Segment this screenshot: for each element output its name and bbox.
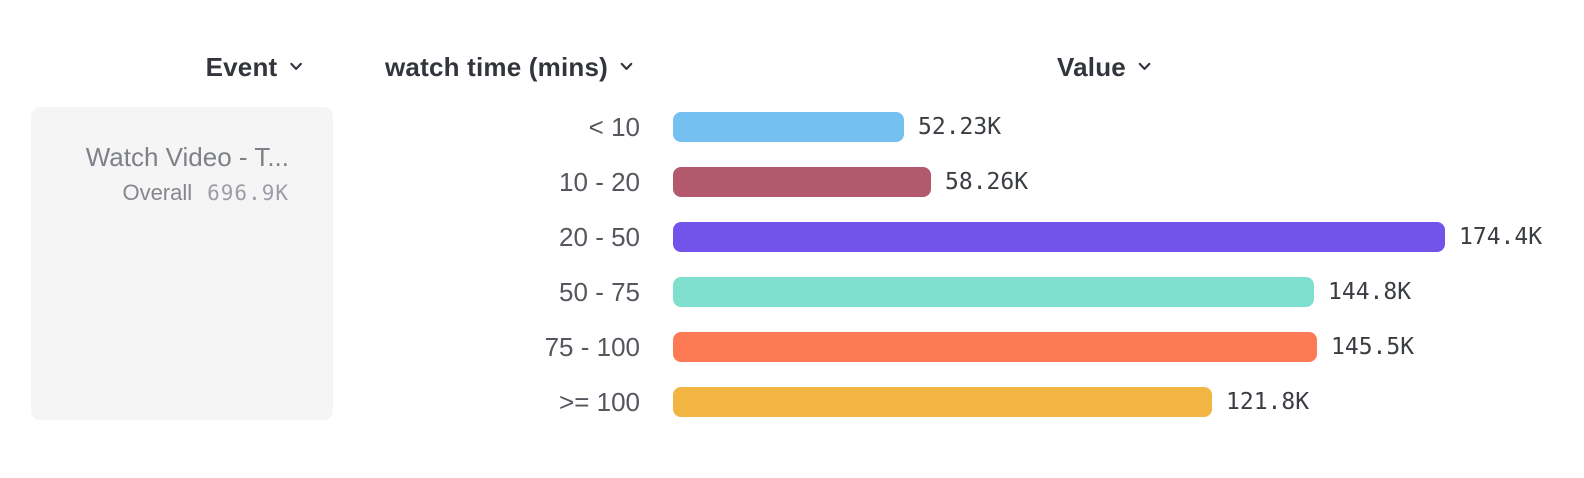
- chart-row: < 10 52.23K: [0, 112, 1584, 142]
- bar-segment[interactable]: [673, 112, 904, 142]
- event-column-header[interactable]: Event: [206, 52, 305, 83]
- chevron-down-icon: [1136, 58, 1153, 80]
- bar-segment[interactable]: [673, 277, 1314, 307]
- bar-segment[interactable]: [673, 167, 931, 197]
- overall-value: 696.9K: [207, 181, 289, 205]
- value-label: 145.5K: [1331, 334, 1415, 360]
- chart-row: 20 - 50 174.4K: [0, 222, 1584, 252]
- breakdown-column-header[interactable]: watch time (mins): [385, 52, 635, 83]
- chevron-down-icon: [287, 58, 304, 80]
- category-label: 50 - 75: [559, 277, 640, 307]
- event-name: Watch Video - T...: [85, 142, 289, 172]
- event-overall-row: Overall 696.9K: [51, 180, 289, 206]
- value-label: 121.8K: [1226, 389, 1310, 415]
- category-label: 75 - 100: [544, 332, 640, 362]
- value-column-label: Value: [1057, 52, 1126, 82]
- bar-segment[interactable]: [673, 332, 1317, 362]
- chevron-down-icon: [618, 58, 635, 80]
- value-label: 52.23K: [918, 114, 1002, 140]
- event-card[interactable]: Watch Video - T... Overall 696.9K: [31, 107, 333, 420]
- category-label: >= 100: [559, 387, 640, 417]
- value-column-header[interactable]: Value: [1057, 52, 1153, 83]
- breakdown-column-label: watch time (mins): [385, 52, 608, 82]
- chart-row: 50 - 75 144.8K: [0, 277, 1584, 307]
- value-label: 174.4K: [1459, 224, 1543, 250]
- event-column-label: Event: [205, 52, 278, 82]
- category-label: < 10: [588, 112, 640, 142]
- category-label: 10 - 20: [559, 167, 640, 197]
- overall-label: Overall: [122, 180, 193, 205]
- value-label: 144.8K: [1328, 279, 1412, 305]
- chart-row: >= 100 121.8K: [0, 387, 1584, 417]
- chart-row: 75 - 100 145.5K: [0, 332, 1584, 362]
- chart-row: 10 - 20 58.26K: [0, 167, 1584, 197]
- category-label: 20 - 50: [559, 222, 640, 252]
- bar-segment[interactable]: [673, 387, 1212, 417]
- value-label: 58.26K: [945, 169, 1029, 195]
- bar-segment[interactable]: [673, 222, 1445, 252]
